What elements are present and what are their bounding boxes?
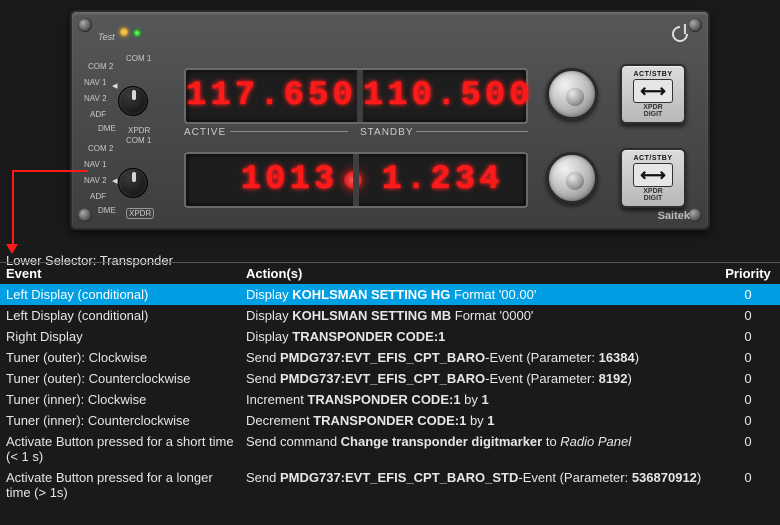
cell-action: Display KOHLSMAN SETTING MB Format '0000… (240, 305, 716, 326)
screw-icon (78, 18, 92, 32)
table-row[interactable]: Tuner (outer): ClockwiseSend PMDG737:EVT… (0, 347, 780, 368)
cell-event: Tuner (outer): Counterclockwise (0, 368, 240, 389)
table-row[interactable]: Activate Button pressed for a short time… (0, 431, 780, 467)
cell-priority: 0 (716, 347, 780, 368)
cell-event: Left Display (conditional) (0, 305, 240, 326)
cell-action: Send command Change transponder digitmar… (240, 431, 716, 467)
cell-priority: 0 (716, 410, 780, 431)
sel-nav2: NAV 2 (84, 94, 107, 103)
lower-selector-knob[interactable] (118, 168, 148, 198)
test-label: Test (98, 32, 115, 42)
table-row[interactable]: Tuner (outer): CounterclockwiseSend PMDG… (0, 368, 780, 389)
sel-nav2: NAV 2 (84, 176, 107, 185)
xpdr-digit-label: XPDR DIGIT (643, 188, 662, 202)
cell-priority: 0 (716, 389, 780, 410)
table-row[interactable]: Tuner (inner): ClockwiseIncrement TRANSP… (0, 389, 780, 410)
table-row[interactable]: Activate Button pressed for a longer tim… (0, 467, 780, 503)
sel-xpdr: XPDR (128, 126, 150, 135)
divider (230, 131, 348, 132)
arrow-route (12, 170, 88, 172)
cell-priority: 0 (716, 326, 780, 347)
table-row[interactable]: Right DisplayDisplay TRANSPONDER CODE:10 (0, 326, 780, 347)
cell-priority: 0 (716, 284, 780, 305)
col-actions[interactable]: Action(s) (240, 263, 716, 284)
upper-lcd-row: 117.650 110.500 ACTIVE STANDBY (184, 68, 528, 124)
radio-panel: Test Saitek COM 2 COM 1 NAV 1 ◂ NAV 2 AD… (70, 10, 710, 230)
cell-priority: 0 (716, 467, 780, 503)
sel-xpdr: XPDR (126, 208, 154, 219)
table-row[interactable]: Left Display (conditional)Display KOHLSM… (0, 305, 780, 326)
lower-lcd-frame: 1013 1.234 (184, 152, 528, 208)
sel-nav1: NAV 1 (84, 160, 107, 169)
lower-standby-display: 1.234 (353, 154, 526, 206)
standby-label: STANDBY (360, 127, 414, 138)
radio-panel-body: Test Saitek COM 2 COM 1 NAV 1 ◂ NAV 2 AD… (70, 10, 710, 230)
cell-priority: 0 (716, 431, 780, 467)
upper-activate-button[interactable]: ACT/STBY ⟷ XPDR DIGIT (620, 64, 686, 124)
upper-lcd-frame: 117.650 110.500 (184, 68, 528, 124)
xpdr-digit-label: XPDR DIGIT (643, 104, 662, 118)
upper-standby-display: 110.500 (357, 70, 534, 122)
cell-action: Send PMDG737:EVT_EFIS_CPT_BARO-Event (Pa… (240, 347, 716, 368)
active-label: ACTIVE (184, 127, 226, 138)
table-row[interactable]: Left Display (conditional)Display KOHLSM… (0, 284, 780, 305)
cell-action: Display KOHLSMAN SETTING HG Format '00.0… (240, 284, 716, 305)
upper-selector-knob[interactable] (118, 86, 148, 116)
cell-event: Tuner (inner): Counterclockwise (0, 410, 240, 431)
cell-action: Send PMDG737:EVT_EFIS_CPT_BARO_STD-Event… (240, 467, 716, 503)
act-stby-label: ACT/STBY (634, 71, 673, 78)
cell-event: Tuner (outer): Clockwise (0, 347, 240, 368)
swap-icon: ⟷ (633, 163, 673, 187)
col-event[interactable]: Event (0, 263, 240, 284)
brand-label: Saitek (658, 210, 690, 222)
col-priority[interactable]: Priority (716, 263, 780, 284)
cell-event: Left Display (conditional) (0, 284, 240, 305)
lower-active-display: 1013 (186, 154, 353, 206)
act-stby-label: ACT/STBY (634, 155, 673, 162)
sel-adf: ADF (90, 110, 106, 119)
sel-dme: DME (98, 206, 116, 215)
divider (416, 131, 528, 132)
lower-selector[interactable]: COM 2 COM 1 NAV 1 NAV 2 ◂ ADF DME XPDR (88, 146, 166, 224)
swap-icon: ⟷ (633, 79, 673, 103)
sel-dme: DME (98, 124, 116, 133)
cell-event: Activate Button pressed for a longer tim… (0, 467, 240, 503)
cell-priority: 0 (716, 368, 780, 389)
cell-action: Increment TRANSPONDER CODE:1 by 1 (240, 389, 716, 410)
sel-adf: ADF (90, 192, 106, 201)
sel-com2: COM 2 (88, 144, 113, 153)
sel-com1: COM 1 (126, 54, 151, 63)
table-header: Event Action(s) Priority (0, 262, 780, 284)
cell-event: Activate Button pressed for a short time… (0, 431, 240, 467)
screw-icon (688, 208, 702, 222)
arrow-route (12, 170, 14, 248)
status-led-amber-icon (120, 28, 128, 36)
cell-event: Right Display (0, 326, 240, 347)
upper-active-display: 117.650 (186, 70, 357, 122)
sel-com2: COM 2 (88, 62, 113, 71)
events-table: Event Action(s) Priority Left Display (c… (0, 262, 780, 503)
lower-tuner-knob[interactable] (546, 152, 598, 204)
status-led-green-icon (134, 30, 140, 36)
upper-selector[interactable]: COM 2 COM 1 NAV 1 ◂ NAV 2 ADF DME XPDR (88, 64, 166, 142)
sel-com1: COM 1 (126, 136, 151, 145)
screw-icon (688, 18, 702, 32)
cell-action: Decrement TRANSPONDER CODE:1 by 1 (240, 410, 716, 431)
lower-lcd-row: 1013 1.234 (184, 152, 528, 208)
selector-pointer-icon: ◂ (112, 81, 118, 92)
cell-action: Display TRANSPONDER CODE:1 (240, 326, 716, 347)
upper-tuner-knob[interactable] (546, 68, 598, 120)
cell-action: Send PMDG737:EVT_EFIS_CPT_BARO-Event (Pa… (240, 368, 716, 389)
cell-priority: 0 (716, 305, 780, 326)
table-row[interactable]: Tuner (inner): CounterclockwiseDecrement… (0, 410, 780, 431)
lower-activate-button[interactable]: ACT/STBY ⟷ XPDR DIGIT (620, 148, 686, 208)
cell-event: Tuner (inner): Clockwise (0, 389, 240, 410)
selector-pointer-icon: ◂ (112, 176, 118, 187)
sel-nav1: NAV 1 (84, 78, 107, 87)
